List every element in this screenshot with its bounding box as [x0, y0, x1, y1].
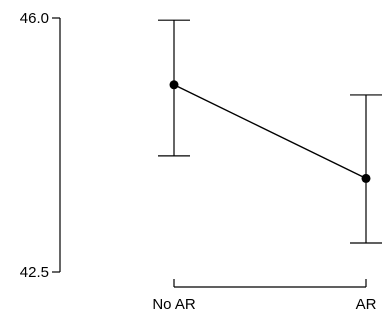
x-tick-label: AR	[356, 296, 377, 313]
y-tick-label: 46.0	[20, 10, 49, 27]
x-axis: No AR AR	[152, 279, 377, 313]
data-point	[169, 80, 179, 90]
series-line	[173, 84, 367, 180]
y-axis: 46.0 42.5	[20, 10, 61, 281]
plot-area	[158, 19, 382, 244]
y-tick-label: 42.5	[20, 264, 49, 281]
data-point	[361, 173, 371, 183]
x-tick-label: No AR	[152, 296, 196, 313]
